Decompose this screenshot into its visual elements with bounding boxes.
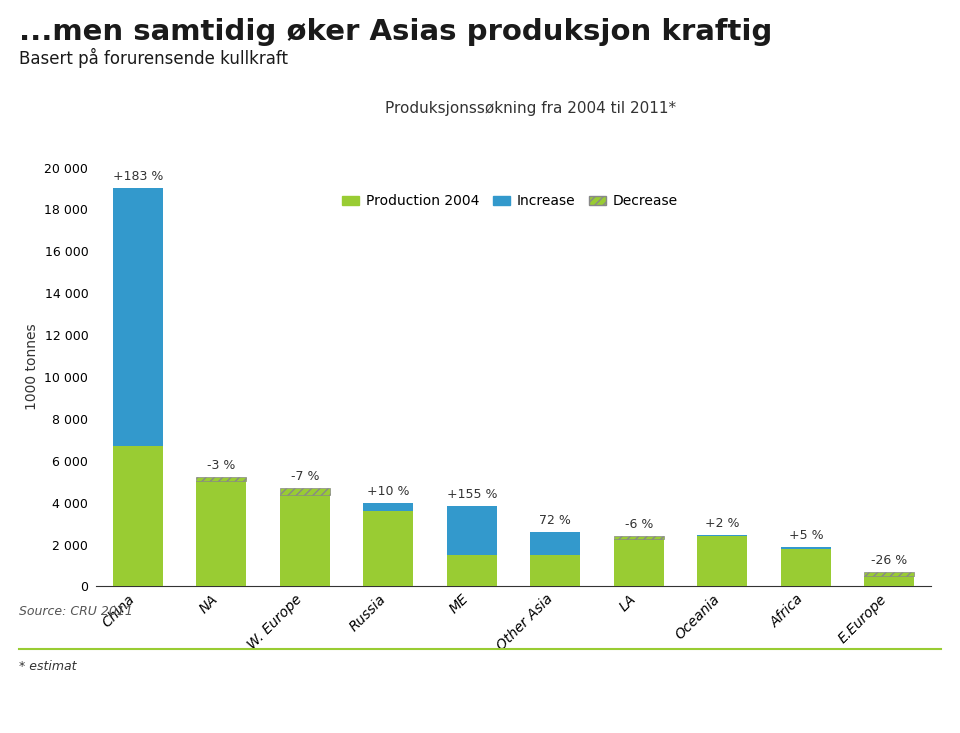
Bar [864,572,915,575]
Bar [446,555,497,586]
Text: +2 %: +2 % [706,517,739,530]
Text: Produksjonssøkning fra 2004 til 2011*: Produksjonssøkning fra 2004 til 2011* [385,101,676,116]
Bar [530,555,581,586]
Bar [446,507,497,555]
Bar [363,511,414,586]
Bar [780,549,831,586]
Bar [697,535,748,536]
Bar [780,547,831,549]
Bar [112,446,163,586]
Bar [196,481,247,586]
Text: +183 %: +183 % [112,170,163,183]
Y-axis label: 1000 tonnes: 1000 tonnes [25,323,39,410]
Text: ...men samtidig øker Asias produksjon kraftig: ...men samtidig øker Asias produksjon kr… [19,18,773,46]
Text: +10 %: +10 % [367,485,410,498]
Text: +5 %: +5 % [788,528,824,542]
Bar [613,536,664,539]
Text: -6 %: -6 % [625,518,653,531]
Bar [196,477,247,481]
Text: * estimat: * estimat [19,660,77,673]
Text: Basert på forurensende kullkraft: Basert på forurensende kullkraft [19,48,288,67]
Text: 72 %: 72 % [540,514,571,527]
Bar [613,539,664,586]
Text: -7 %: -7 % [291,470,319,483]
Legend: Production 2004, Increase, Decrease: Production 2004, Increase, Decrease [337,188,684,214]
Text: -3 %: -3 % [207,460,235,472]
Text: -26 %: -26 % [872,553,907,567]
Bar [697,536,748,586]
Bar [864,575,915,586]
Bar [530,532,581,555]
Text: +155 %: +155 % [446,488,497,501]
Bar [112,188,163,446]
Bar [363,504,414,511]
Bar [279,488,330,495]
Bar [279,495,330,586]
Text: Source: CRU 2011: Source: CRU 2011 [19,605,133,618]
